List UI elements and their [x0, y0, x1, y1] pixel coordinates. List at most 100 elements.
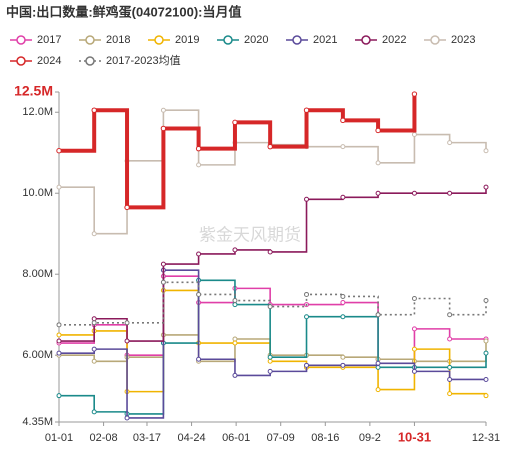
point [160, 261, 166, 267]
point [56, 148, 62, 154]
legend-label: 2024 [37, 55, 61, 67]
legend-marker [85, 35, 95, 45]
x-tick-label: 04-24 [177, 432, 205, 444]
point [447, 190, 453, 196]
point [56, 350, 62, 356]
point [91, 358, 97, 364]
legend-label: 2022 [382, 34, 406, 46]
legend-marker [16, 35, 26, 45]
point [304, 291, 310, 297]
series-line [59, 94, 417, 210]
point [267, 354, 273, 360]
x-tick-label: 10-31 [398, 429, 431, 444]
y-tick-label: 6.00M [22, 349, 53, 361]
point [483, 338, 489, 344]
point [375, 127, 381, 134]
point [304, 362, 310, 368]
point [483, 376, 489, 382]
point [160, 107, 166, 113]
point [411, 91, 418, 97]
x-tick-label: 02-08 [90, 432, 118, 444]
point [411, 296, 417, 302]
point [196, 356, 202, 362]
series-line [59, 281, 487, 326]
point [447, 364, 453, 370]
legend-marker [85, 56, 95, 66]
x-tick-label: 12-31 [472, 432, 500, 444]
point [411, 190, 417, 196]
x-tick-label: 03-17 [133, 432, 161, 444]
series-line [59, 275, 486, 361]
x-tick-label: 08-16 [311, 432, 339, 444]
point [232, 336, 238, 342]
point [160, 125, 167, 132]
point [124, 415, 130, 421]
point [232, 302, 238, 308]
point [447, 376, 453, 382]
point [124, 204, 130, 211]
point [340, 354, 346, 360]
series-line [59, 109, 487, 235]
point [195, 145, 202, 152]
point [267, 249, 273, 255]
point [483, 350, 489, 356]
point [232, 119, 238, 126]
point [160, 279, 166, 285]
point [91, 107, 97, 113]
chart-title: 中国:出口数量:鲜鸡蛋(04072100):当月值 [6, 4, 242, 19]
point [340, 293, 346, 299]
point [483, 298, 489, 304]
y-tick-label: 4.35M [22, 416, 53, 428]
legend-label: 2020 [244, 34, 268, 46]
y-tick-label: 12.0M [22, 106, 53, 118]
point [124, 320, 130, 326]
point [411, 368, 417, 374]
point [267, 143, 273, 150]
point [375, 160, 381, 166]
legend-label: 2017 [37, 34, 61, 46]
series-line [59, 187, 487, 342]
point [267, 358, 273, 364]
point [375, 190, 381, 196]
x-tick-label: 01-01 [45, 432, 73, 444]
legend-label: 2021 [313, 34, 337, 46]
legend-marker [223, 35, 233, 45]
y-tick-label: 8.00M [22, 268, 53, 280]
point [340, 362, 346, 368]
point [447, 312, 453, 318]
legend-label: 2017-2023均值 [106, 54, 181, 67]
point [411, 346, 417, 352]
series-line [59, 279, 487, 415]
x-tick-label: 06-01 [222, 432, 250, 444]
point [196, 251, 202, 257]
point [411, 132, 417, 138]
point [447, 336, 453, 342]
point [232, 247, 238, 253]
point [56, 184, 62, 190]
point [91, 320, 97, 326]
watermark: 紫金天风期货 [199, 225, 301, 244]
point [56, 322, 62, 328]
point [56, 338, 62, 344]
point [56, 332, 62, 338]
legend-marker [292, 35, 302, 45]
legend-label: 2018 [106, 34, 130, 46]
point [340, 117, 346, 124]
point [375, 360, 381, 366]
point [447, 140, 453, 146]
point [340, 144, 346, 150]
point [196, 291, 202, 297]
point [340, 194, 346, 200]
legend-label: 2023 [451, 34, 475, 46]
point [91, 231, 97, 237]
point [375, 312, 381, 318]
point [375, 387, 381, 393]
x-tick-label: 09-2 [359, 432, 381, 444]
point [267, 368, 273, 374]
point [124, 338, 130, 344]
point [483, 148, 489, 154]
point [267, 304, 273, 310]
point [91, 316, 97, 322]
point [303, 107, 310, 113]
